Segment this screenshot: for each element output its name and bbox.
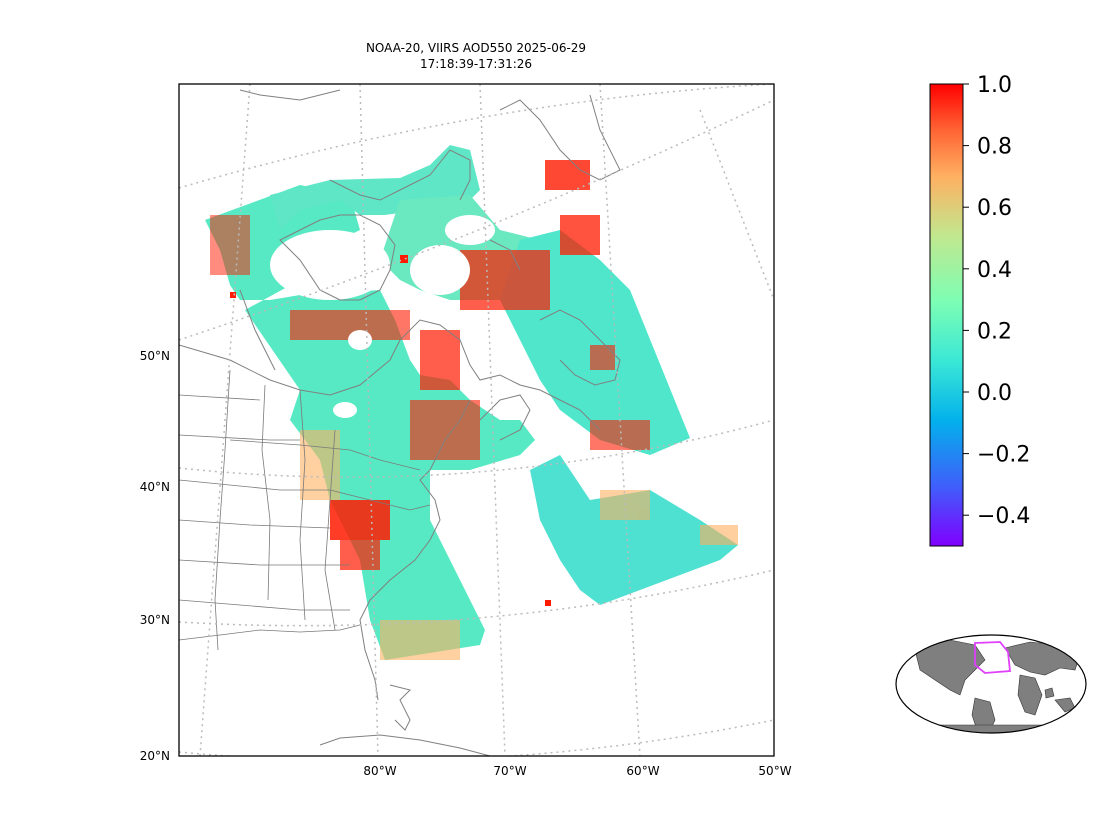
graticule xyxy=(179,84,774,756)
globe-inset xyxy=(895,634,1087,734)
lat-label-30: 30°N xyxy=(140,613,170,627)
colorbar: 1.0 0.8 0.6 0.4 0.2 0.0 −0.2 −0.4 xyxy=(929,73,1030,547)
colorbar-tick-label: −0.2 xyxy=(977,443,1030,468)
colorbar-tick-label: −0.4 xyxy=(977,504,1030,529)
lon-label-80: 80°W xyxy=(363,764,396,778)
colorbar-tick-label: 0.0 xyxy=(977,381,1012,406)
lon-label-50: 50°W xyxy=(758,764,791,778)
aod-swath xyxy=(205,145,738,660)
colorbar-tick-label: 0.6 xyxy=(977,196,1012,221)
map-panel xyxy=(178,83,775,757)
lat-label-20: 20°N xyxy=(140,749,170,763)
lon-label-70: 70°W xyxy=(493,764,526,778)
colorbar-tick-label: 0.4 xyxy=(977,258,1012,283)
lon-label-60: 60°W xyxy=(626,764,659,778)
lat-label-40: 40°N xyxy=(140,480,170,494)
map-title-line2: 17:18:39-17:31:26 xyxy=(420,57,532,71)
lat-label-50: 50°N xyxy=(140,349,170,363)
colorbar-tick-label: 1.0 xyxy=(977,73,1012,98)
region-highlight xyxy=(974,641,1011,674)
colorbar-tick-label: 0.8 xyxy=(977,135,1012,160)
state-boundaries xyxy=(179,369,431,651)
map-title-line1: NOAA-20, VIIRS AOD550 2025-06-29 xyxy=(366,41,586,55)
colorbar-tick-label: 0.2 xyxy=(977,319,1012,344)
